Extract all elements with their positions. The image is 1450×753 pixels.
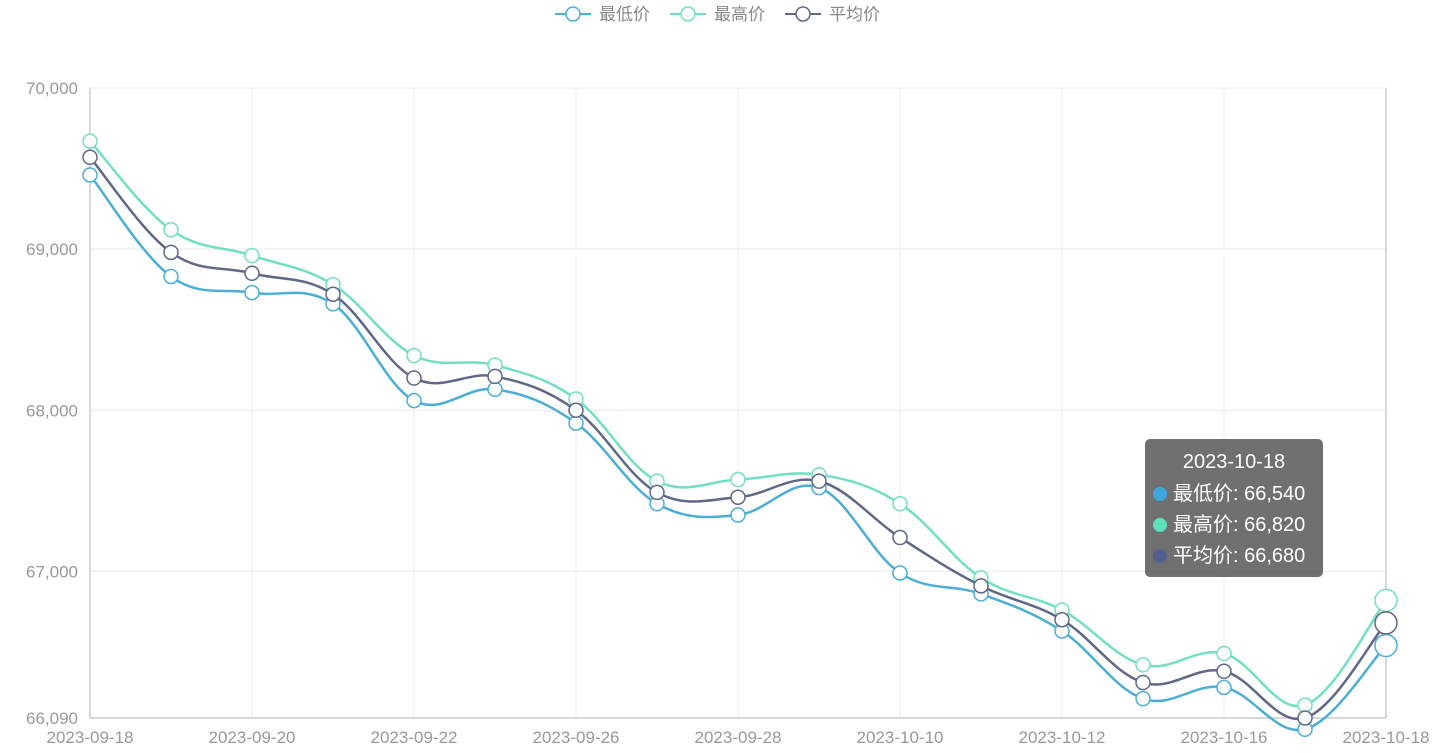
tooltip-title: 2023-10-18 bbox=[1182, 451, 1286, 473]
legend-item[interactable]: 平均价 bbox=[785, 5, 880, 24]
tooltip-row-avg: 平均价: 66,680 bbox=[1153, 541, 1315, 572]
data-point[interactable] bbox=[1297, 697, 1313, 713]
legend[interactable]: 最低价 最高价 平均价 bbox=[555, 5, 880, 24]
data-point[interactable] bbox=[82, 149, 98, 166]
legend-marker bbox=[680, 6, 696, 22]
tooltip-dot-avg bbox=[1153, 549, 1167, 563]
legend-item[interactable]: 最低价 bbox=[555, 5, 650, 24]
legend-item[interactable]: 最高价 bbox=[670, 5, 765, 24]
data-point[interactable] bbox=[811, 473, 827, 489]
data-point[interactable] bbox=[82, 167, 98, 183]
data-point[interactable] bbox=[82, 133, 98, 149]
y-tick-label: 68,000 bbox=[26, 401, 78, 420]
data-point[interactable] bbox=[1135, 657, 1151, 673]
tooltip: 2023-10-18 最低价: 66,540 最高价: 66,820 平均价: … bbox=[1145, 439, 1323, 577]
tooltip-dot-high bbox=[1153, 518, 1167, 532]
data-point[interactable] bbox=[568, 415, 584, 431]
data-point[interactable] bbox=[1216, 645, 1232, 662]
tick-labels: 70,000 69,000 68,000 67,000 66,0902023-09-18… bbox=[26, 79, 1429, 747]
data-point[interactable] bbox=[244, 247, 260, 264]
x-tick-label: 2023-10-12 bbox=[1019, 728, 1106, 747]
series-0 bbox=[82, 167, 1398, 738]
data-point[interactable] bbox=[1135, 674, 1151, 691]
data-point[interactable] bbox=[892, 495, 908, 512]
tooltip-dot-low bbox=[1153, 487, 1167, 501]
data-point[interactable] bbox=[1216, 679, 1232, 696]
data-point[interactable] bbox=[163, 222, 179, 238]
data-point[interactable] bbox=[163, 268, 179, 285]
x-tick-label: 2023-09-22 bbox=[371, 728, 458, 747]
tooltip-row-high: 最高价: 66,820 bbox=[1153, 510, 1315, 541]
legend-marker bbox=[795, 6, 811, 22]
tooltip-row-avg-text: 平均价: 66,680 bbox=[1173, 545, 1306, 567]
data-point[interactable] bbox=[244, 284, 260, 301]
grid-lines bbox=[89, 87, 1387, 719]
x-tick-label: 2023-09-18 bbox=[47, 728, 134, 747]
data-point[interactable] bbox=[1297, 710, 1313, 726]
legend-label: 最低价 bbox=[599, 5, 650, 24]
data-point[interactable] bbox=[892, 529, 908, 546]
data-point[interactable] bbox=[730, 471, 746, 488]
legend-label: 平均价 bbox=[829, 5, 880, 24]
data-point[interactable] bbox=[1135, 690, 1151, 707]
data-point[interactable] bbox=[649, 484, 665, 501]
data-point[interactable] bbox=[1374, 611, 1398, 635]
series-2 bbox=[82, 149, 1398, 726]
legend-marker bbox=[565, 6, 581, 22]
data-point[interactable] bbox=[325, 286, 341, 302]
tooltip-row-low-text: 最低价: 66,540 bbox=[1173, 483, 1306, 505]
series-1 bbox=[82, 133, 1398, 713]
data-point[interactable] bbox=[487, 368, 503, 385]
data-point[interactable] bbox=[892, 565, 908, 581]
data-point[interactable] bbox=[973, 578, 989, 594]
y-tick-label: 70,000 bbox=[26, 79, 78, 98]
y-tick-label: 66,090 bbox=[26, 709, 78, 728]
series-layer bbox=[82, 133, 1398, 738]
data-point[interactable] bbox=[730, 489, 746, 506]
x-tick-label: 2023-10-10 bbox=[857, 728, 944, 747]
data-point[interactable] bbox=[406, 392, 422, 409]
data-point[interactable] bbox=[730, 507, 746, 523]
x-tick-label: 2023-09-28 bbox=[695, 728, 782, 747]
x-tick-label: 2023-10-16 bbox=[1181, 728, 1268, 747]
tooltip-row-low: 最低价: 66,540 bbox=[1153, 479, 1315, 510]
data-point[interactable] bbox=[1054, 611, 1070, 628]
data-point[interactable] bbox=[568, 402, 584, 419]
data-point[interactable] bbox=[1374, 633, 1398, 658]
tooltip-row-high-text: 最高价: 66,820 bbox=[1173, 514, 1306, 536]
data-point[interactable] bbox=[487, 381, 503, 398]
data-point[interactable] bbox=[244, 265, 260, 282]
x-tick-label: 2023-09-20 bbox=[209, 728, 296, 747]
x-tick-label: 2023-09-26 bbox=[533, 728, 620, 747]
y-tick-label: 69,000 bbox=[26, 240, 78, 259]
data-point[interactable] bbox=[1374, 588, 1398, 613]
data-point[interactable] bbox=[406, 370, 422, 386]
data-point[interactable] bbox=[163, 244, 179, 261]
y-tick-label: 67,000 bbox=[26, 562, 78, 581]
x-tick-label: 2023-10-18 bbox=[1343, 728, 1430, 747]
legend-label: 最高价 bbox=[714, 5, 765, 24]
data-point[interactable] bbox=[406, 347, 422, 364]
data-point[interactable] bbox=[1216, 663, 1232, 680]
